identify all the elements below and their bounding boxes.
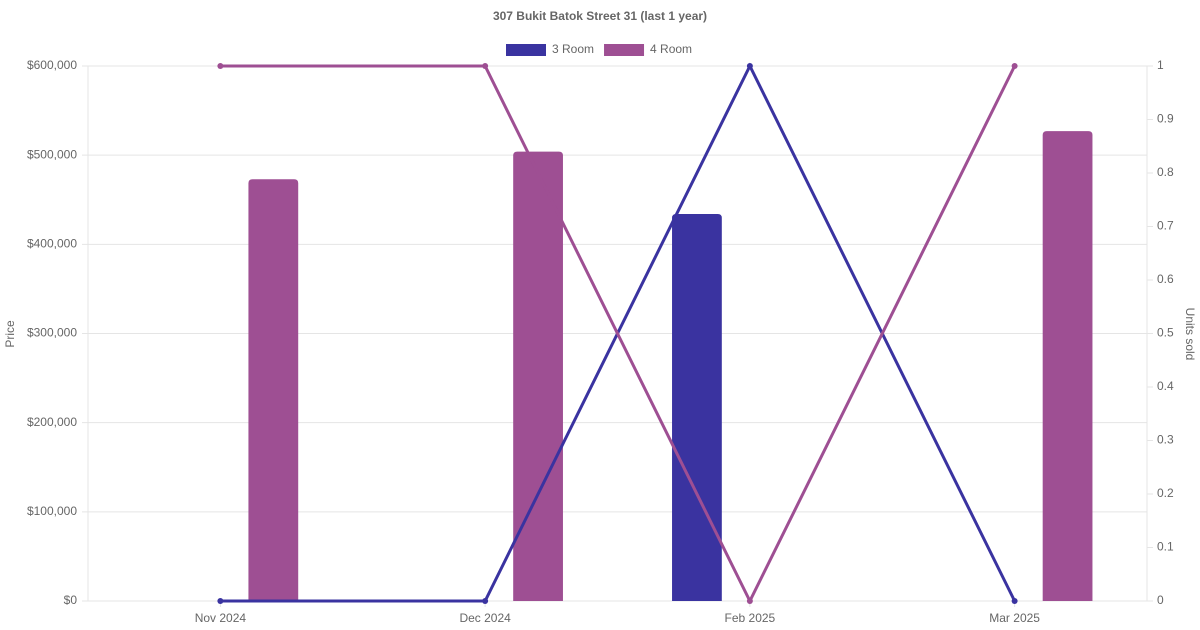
y-tick-label: $600,000 bbox=[27, 58, 77, 72]
x-tick-label: Dec 2024 bbox=[459, 611, 511, 625]
bar bbox=[1042, 131, 1093, 601]
bar bbox=[672, 214, 722, 601]
y2-tick-label: 0.4 bbox=[1157, 379, 1174, 393]
y2-tick-label: 1 bbox=[1157, 58, 1164, 72]
line-point bbox=[1011, 63, 1018, 69]
y-tick-label: $500,000 bbox=[27, 147, 77, 161]
y-tick-label: $300,000 bbox=[27, 326, 77, 340]
x-tick-label: Feb 2025 bbox=[725, 611, 776, 625]
legend-swatch bbox=[604, 44, 645, 56]
line-point bbox=[217, 63, 224, 69]
y2-tick-label: 0.7 bbox=[1157, 219, 1174, 233]
y2-tick-label: 0.5 bbox=[1157, 326, 1174, 340]
y2-tick-label: 0.6 bbox=[1157, 272, 1174, 286]
line bbox=[220, 64, 1016, 605]
y-tick-label: $200,000 bbox=[27, 415, 77, 429]
y-tick-label: $0 bbox=[64, 593, 78, 607]
y2-axis-title: Units sold bbox=[1183, 308, 1197, 361]
bar bbox=[248, 179, 299, 601]
y2-tick-label: 0.1 bbox=[1157, 540, 1174, 554]
legend-swatch bbox=[506, 44, 546, 56]
legend-label: 3 Room bbox=[552, 42, 594, 56]
line-point bbox=[482, 598, 489, 604]
line-point bbox=[217, 598, 224, 604]
bar bbox=[513, 151, 563, 601]
line-point bbox=[746, 63, 753, 69]
y-tick-label: $400,000 bbox=[27, 237, 77, 251]
line-point bbox=[1011, 598, 1018, 604]
line-point bbox=[482, 63, 489, 69]
y2-tick-label: 0.2 bbox=[1157, 486, 1174, 500]
y2-tick-label: 0 bbox=[1157, 593, 1164, 607]
x-tick-label: Mar 2025 bbox=[989, 611, 1040, 625]
chart-title: 307 Bukit Batok Street 31 (last 1 year) bbox=[493, 9, 707, 23]
y-axis-title: Price bbox=[3, 320, 17, 348]
y-tick-label: $100,000 bbox=[27, 504, 77, 518]
line-point bbox=[746, 598, 753, 604]
y2-tick-label: 0.3 bbox=[1157, 433, 1174, 447]
x-tick-label: Nov 2024 bbox=[195, 611, 247, 625]
legend-label: 4 Room bbox=[650, 42, 692, 56]
y2-tick-label: 0.9 bbox=[1157, 112, 1174, 126]
y2-tick-label: 0.8 bbox=[1157, 165, 1174, 179]
